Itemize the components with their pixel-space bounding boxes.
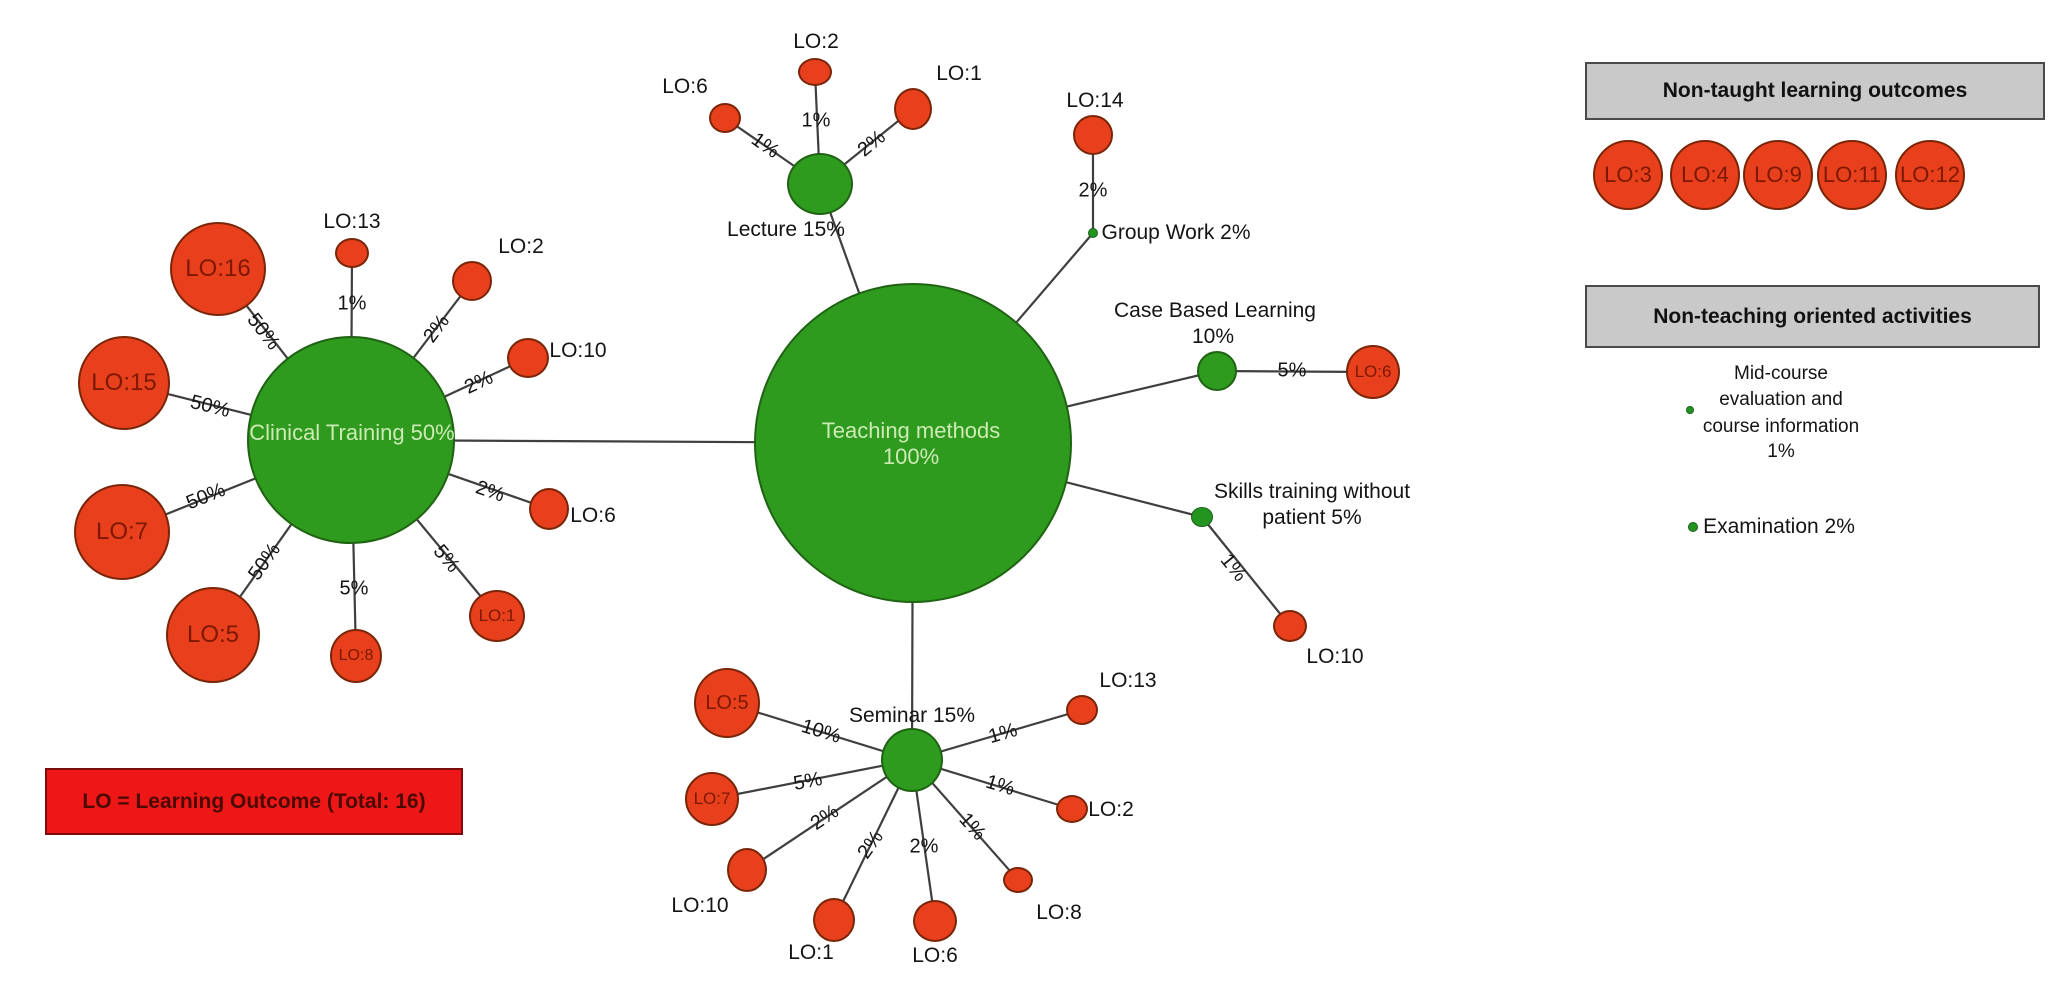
non-taught-header: Non-taught learning outcomes	[1585, 62, 2045, 120]
node-nt12-label: LO:12	[1900, 162, 1960, 187]
node-label-skills-lo10: LO:10	[1306, 645, 1364, 668]
node-l2	[798, 58, 832, 86]
node-label-seminar-lo8: LO:8	[1036, 901, 1082, 924]
node-label-seminar-lo6: LO:6	[912, 944, 958, 967]
node-m8	[1003, 867, 1033, 893]
node-label-groupwork: Group Work 2%	[1101, 221, 1251, 244]
node-c16-label: LO:16	[185, 255, 251, 282]
edge-label-groupwork-lo14: 2%	[1078, 179, 1108, 202]
node-nt9: LO:9	[1743, 140, 1813, 210]
node-nt3: LO:3	[1593, 140, 1663, 210]
node-label-seminar-lo2: LO:2	[1088, 798, 1134, 821]
node-c1: LO:1	[469, 590, 525, 642]
node-c8-label: LO:8	[338, 647, 374, 664]
node-lecture	[787, 153, 853, 215]
node-label-seminar-lo1: LO:1	[788, 941, 834, 964]
node-nt4: LO:4	[1670, 140, 1740, 210]
legend-label: LO = Learning Outcome (Total: 16)	[82, 789, 426, 813]
node-label-clinical-lo13: LO:13	[323, 210, 381, 233]
node-m5: LO:5	[694, 668, 760, 738]
node-m7: LO:7	[685, 772, 739, 826]
node-m7-label: LO:7	[693, 789, 731, 808]
node-label-teaching-line2: 100%	[882, 444, 940, 469]
edge-label-lecture-lo2: 1%	[801, 109, 831, 132]
node-nt11: LO:11	[1817, 140, 1887, 210]
node-cbl6-label: LO:6	[1354, 362, 1392, 381]
node-groupwork	[1088, 228, 1098, 238]
node-label-cbl-line2: 10%	[1191, 325, 1235, 348]
node-m13	[1066, 695, 1098, 725]
node-m2	[1056, 795, 1088, 823]
node-nt3-label: LO:3	[1604, 162, 1652, 187]
edge-seminar-m7	[711, 758, 913, 801]
node-label-seminar-lo10: LO:10	[671, 894, 729, 917]
node-c13	[335, 238, 369, 268]
midcourse-label-line3: course information	[1702, 416, 1860, 437]
midcourse-label-line4: 1%	[1767, 441, 1795, 462]
node-c7-label: LO:7	[95, 518, 149, 545]
node-c15-label: LO:15	[91, 369, 157, 396]
node-m10	[727, 848, 767, 892]
node-cbl6: LO:6	[1346, 345, 1400, 399]
node-nt11-label: LO:11	[1822, 162, 1882, 187]
non-teaching-header-label: Non-teaching oriented activities	[1653, 304, 1972, 328]
node-nt9-label: LO:9	[1754, 162, 1802, 187]
node-midcourse	[1686, 406, 1694, 414]
node-label-lo14: LO:14	[1066, 89, 1124, 112]
node-l1	[894, 88, 932, 130]
non-taught-header-label: Non-taught learning outcomes	[1662, 79, 1968, 102]
node-l6	[709, 103, 741, 133]
node-label-clinical-lo2: LO:2	[498, 235, 544, 258]
node-label-clinical-lo6: LO:6	[570, 504, 616, 527]
node-c5-label: LO:5	[186, 621, 240, 648]
node-label-cbl-line1: Case Based Learning	[1114, 299, 1316, 322]
node-teaching	[754, 283, 1072, 603]
node-label-clinical: Clinical Training 50%	[249, 420, 455, 445]
midcourse-label-line1: Mid-course	[1734, 363, 1828, 384]
edge-label-clinical-lo8: 5%	[339, 577, 369, 600]
node-skills	[1191, 507, 1213, 527]
node-c5: LO:5	[166, 587, 260, 683]
node-label-skills-line2: patient 5%	[1262, 506, 1362, 529]
node-lo14	[1073, 115, 1113, 155]
node-label-seminar: Seminar 15%	[848, 704, 976, 727]
node-label-seminar-lo13: LO:13	[1099, 669, 1157, 692]
node-exam	[1688, 522, 1698, 532]
midcourse-label-line2: evaluation and	[1719, 389, 1843, 410]
node-nt4-label: LO:4	[1681, 162, 1729, 187]
node-s10	[1273, 610, 1307, 642]
node-c7: LO:7	[74, 484, 170, 580]
node-label-clinical-lo10: LO:10	[549, 339, 607, 362]
node-clinical	[247, 336, 455, 544]
edge-label-clinical-lo13: 1%	[337, 292, 367, 315]
node-c2	[452, 261, 492, 301]
node-m6	[913, 900, 957, 942]
node-c16: LO:16	[170, 222, 266, 316]
node-label-lecture-lo2: LO:2	[793, 30, 839, 53]
node-c15: LO:15	[78, 336, 170, 430]
node-m1	[813, 898, 855, 942]
node-c10	[507, 338, 549, 378]
node-label-skills-line1: Skills training without	[1213, 480, 1411, 503]
node-label-lecture-lo6: LO:6	[662, 75, 708, 98]
node-c6	[529, 488, 569, 530]
node-m5-label: LO:5	[705, 691, 749, 714]
edge-skills-s10	[1201, 516, 1291, 627]
edge-label-seminar-lo6: 2%	[909, 835, 939, 858]
examination-label: Examination 2%	[1703, 515, 1855, 538]
node-nt12: LO:12	[1895, 140, 1965, 210]
non-teaching-header: Non-teaching oriented activities	[1585, 285, 2040, 348]
node-cbl	[1197, 351, 1237, 391]
edge-label-cbl-lo6: 5%	[1277, 359, 1307, 382]
node-label-teaching-line1: Teaching methods	[821, 418, 1001, 443]
node-c8: LO:8	[330, 629, 382, 683]
node-seminar	[881, 728, 943, 792]
legend-box: LO = Learning Outcome (Total: 16)	[45, 768, 463, 835]
node-label-lecture: Lecture 15%	[727, 218, 845, 241]
node-label-lecture-lo1: LO:1	[936, 62, 982, 85]
edge-seminar-m10	[746, 759, 913, 871]
node-c1-label: LO:1	[478, 606, 516, 625]
